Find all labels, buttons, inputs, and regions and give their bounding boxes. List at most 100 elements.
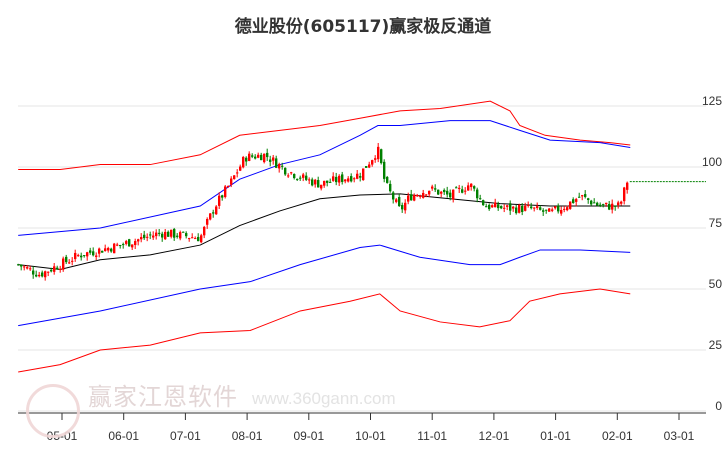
candle-body bbox=[544, 209, 548, 211]
candle-body bbox=[145, 236, 149, 238]
candle-body bbox=[436, 189, 440, 195]
candle-body bbox=[298, 177, 302, 179]
channel-line-upper-inner bbox=[18, 120, 631, 236]
x-tick-label: 02-01 bbox=[602, 429, 633, 443]
candle-body bbox=[604, 202, 608, 205]
candle-body bbox=[562, 208, 566, 210]
channel-line-lower-outer bbox=[18, 288, 631, 373]
candle-body bbox=[169, 229, 173, 237]
candle-body bbox=[622, 187, 626, 202]
candle-body bbox=[592, 202, 596, 204]
candle-body bbox=[16, 264, 20, 266]
candle-body bbox=[601, 204, 605, 206]
candle-body bbox=[73, 252, 77, 260]
candle-body bbox=[109, 248, 113, 252]
candle-body bbox=[532, 207, 536, 209]
candle-body bbox=[421, 192, 425, 198]
candle-body bbox=[163, 231, 167, 240]
candle-body bbox=[394, 199, 398, 202]
candle-body bbox=[199, 235, 203, 243]
candle-body bbox=[283, 167, 287, 175]
candle-body bbox=[316, 180, 320, 188]
candle-body bbox=[499, 206, 503, 209]
candle-body bbox=[322, 180, 326, 186]
candle-body bbox=[229, 178, 233, 185]
candle-body bbox=[304, 175, 308, 180]
candle-body bbox=[502, 207, 506, 209]
candle-body bbox=[82, 255, 86, 257]
candle-body bbox=[556, 205, 560, 212]
candle-body bbox=[247, 153, 251, 161]
candle-body bbox=[403, 202, 407, 211]
watermark-url: www.360gann.com bbox=[252, 389, 396, 408]
chart-title: 德业股份(605117)赢家极反通道 bbox=[234, 17, 492, 37]
candle-body bbox=[334, 176, 338, 183]
candle-body bbox=[97, 248, 101, 254]
watermark-logo bbox=[26, 384, 80, 438]
candle-body bbox=[391, 192, 395, 200]
candle-body bbox=[160, 233, 164, 238]
candle-body bbox=[340, 174, 344, 182]
candle-body bbox=[358, 176, 362, 178]
candle-body bbox=[232, 175, 236, 180]
y-tick-label: 25 bbox=[709, 338, 723, 352]
candle-body bbox=[505, 205, 509, 207]
x-tick-label: 07-01 bbox=[170, 429, 201, 443]
candle-body bbox=[112, 243, 116, 254]
candle-body bbox=[94, 255, 98, 257]
candle-body bbox=[454, 187, 458, 189]
candle-body bbox=[151, 235, 155, 238]
candle-body bbox=[178, 232, 182, 239]
candle-body bbox=[325, 180, 329, 183]
candle-body bbox=[607, 203, 611, 210]
y-tick-label: 50 bbox=[709, 277, 723, 291]
candle-body bbox=[337, 175, 341, 183]
candle-body bbox=[217, 195, 221, 206]
candle-body bbox=[580, 195, 584, 197]
candle-body bbox=[328, 181, 332, 183]
candle-body bbox=[211, 212, 215, 214]
candle-body bbox=[466, 185, 470, 191]
y-tick-label: 100 bbox=[702, 155, 722, 169]
candle-body bbox=[139, 237, 143, 240]
candle-body bbox=[493, 202, 497, 208]
candle-body bbox=[478, 198, 482, 200]
x-tick-label: 01-01 bbox=[540, 429, 571, 443]
candle-body bbox=[445, 190, 449, 195]
candle-body bbox=[286, 175, 290, 177]
candle-body bbox=[64, 256, 68, 263]
candle-body bbox=[343, 179, 347, 182]
candle-body bbox=[205, 219, 209, 225]
candle-body bbox=[172, 228, 176, 238]
candle-body bbox=[577, 196, 581, 198]
candle-body bbox=[166, 231, 170, 237]
candle-body bbox=[250, 155, 254, 157]
candle-body bbox=[91, 251, 95, 256]
watermark-text: 赢家江恩软件 bbox=[88, 383, 238, 411]
candle-body bbox=[610, 203, 614, 210]
candle-body bbox=[253, 156, 257, 159]
candle-body bbox=[202, 226, 206, 236]
y-tick-label: 75 bbox=[709, 216, 723, 230]
candle-body bbox=[388, 183, 392, 192]
candle-body bbox=[157, 232, 161, 234]
candle-body bbox=[424, 194, 428, 196]
y-tick-label: 125 bbox=[702, 94, 722, 108]
candle-body bbox=[571, 199, 575, 203]
candle-body bbox=[49, 269, 53, 272]
candle-body bbox=[58, 268, 62, 270]
candle-body bbox=[430, 186, 434, 189]
candle-body bbox=[310, 179, 314, 186]
candle-body bbox=[352, 178, 356, 180]
candle-body bbox=[508, 203, 512, 211]
candle-body bbox=[520, 205, 524, 212]
candle-body bbox=[103, 248, 107, 252]
candle-body bbox=[415, 194, 419, 197]
x-tick-label: 11-01 bbox=[417, 429, 447, 443]
candle-body bbox=[589, 200, 593, 205]
candle-body bbox=[613, 205, 617, 207]
candle-body bbox=[484, 206, 488, 208]
candle-body bbox=[433, 188, 437, 190]
candle-body bbox=[76, 255, 80, 257]
x-tick-label: 12-01 bbox=[479, 429, 510, 443]
